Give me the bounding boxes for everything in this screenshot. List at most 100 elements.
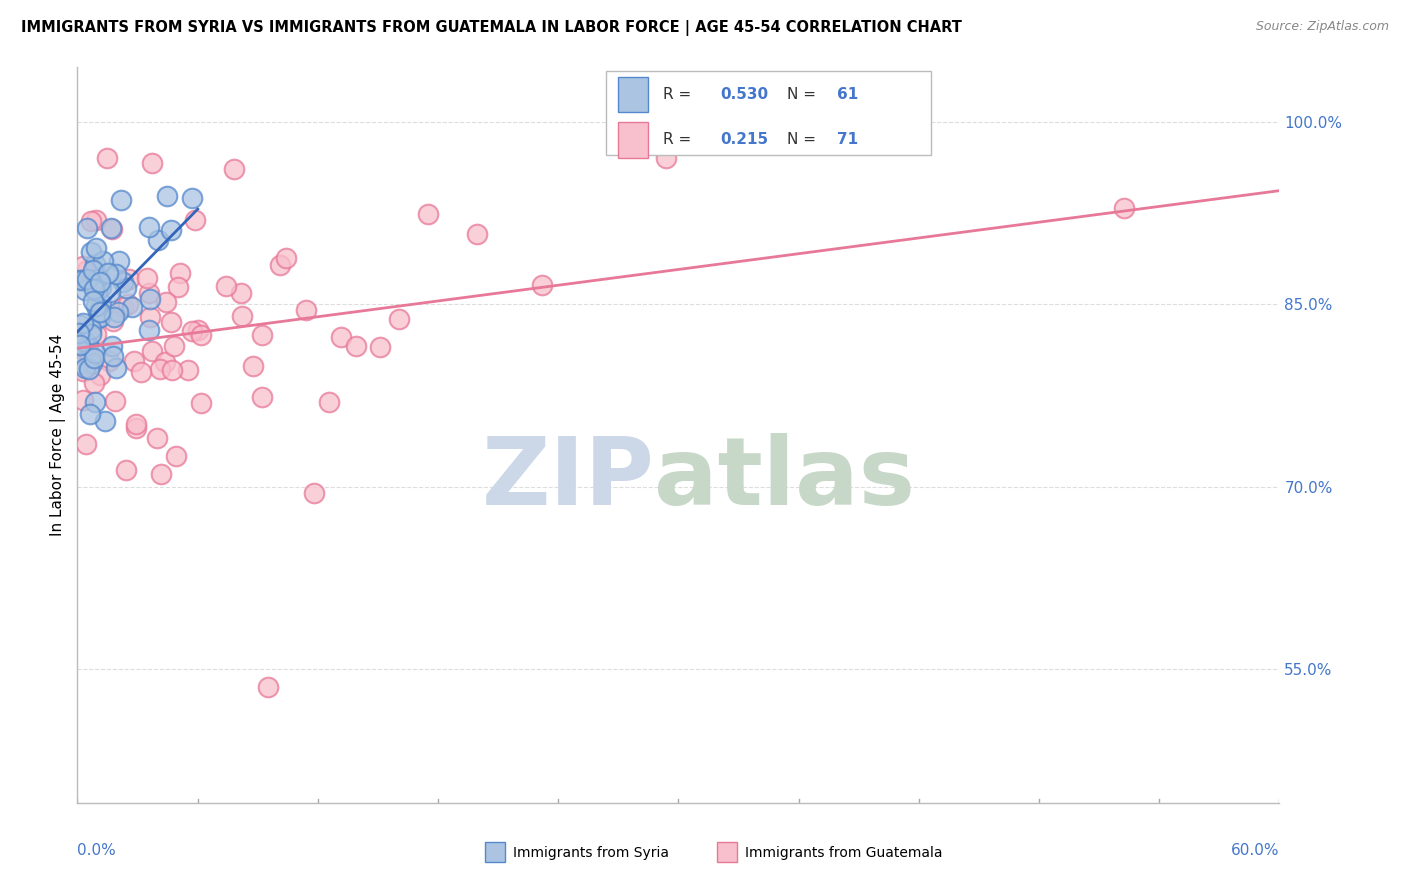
Point (180, 324, 202, 338)
Point (145, 431, 167, 445)
Point (96, 151, 118, 165)
Point (177, 363, 200, 377)
Point (160, 363, 183, 377)
Point (138, 219, 160, 234)
Text: atlas: atlas (654, 433, 915, 525)
Point (101, 221, 124, 235)
Point (89, 304, 111, 318)
Point (67, 355, 90, 369)
Point (97, 266, 120, 280)
Point (86, 212, 108, 227)
Point (110, 193, 132, 207)
Text: N =: N = (786, 133, 821, 147)
Point (76, 221, 98, 235)
Point (115, 463, 138, 477)
Point (79, 408, 101, 422)
Point (86, 272, 108, 286)
Point (73, 334, 96, 348)
Point (269, 258, 291, 272)
Point (87, 305, 110, 319)
Text: 0.0%: 0.0% (77, 843, 117, 858)
Point (72, 259, 94, 273)
Point (190, 328, 212, 343)
Text: Immigrants from Syria: Immigrants from Syria (513, 846, 669, 860)
Point (103, 310, 125, 324)
Text: N =: N = (786, 87, 821, 102)
Point (77, 361, 100, 376)
Point (222, 162, 245, 177)
Point (160, 315, 183, 329)
Point (160, 223, 183, 237)
Point (80, 327, 103, 342)
Point (67, 326, 90, 340)
Point (121, 300, 143, 314)
Point (163, 339, 186, 353)
Point (86, 285, 108, 299)
Point (83, 282, 105, 296)
Point (101, 314, 124, 328)
Point (107, 305, 129, 319)
Point (318, 395, 340, 409)
Point (87, 311, 110, 326)
Point (94, 414, 117, 428)
Point (104, 361, 127, 376)
Point (84, 394, 107, 409)
Point (274, 251, 297, 265)
Text: ZIP: ZIP (481, 433, 654, 525)
Point (72, 317, 94, 331)
Point (80, 322, 103, 336)
Text: Immigrants from Guatemala: Immigrants from Guatemala (745, 846, 942, 860)
Point (229, 286, 252, 301)
Point (100, 339, 122, 353)
Point (76, 272, 98, 286)
FancyBboxPatch shape (606, 70, 931, 155)
Point (166, 280, 188, 294)
Point (100, 220, 122, 235)
Point (90, 305, 112, 319)
Text: IMMIGRANTS FROM SYRIA VS IMMIGRANTS FROM GUATEMALA IN LABOR FORCE | AGE 45-54 CO: IMMIGRANTS FROM SYRIA VS IMMIGRANTS FROM… (21, 20, 962, 36)
Point (117, 297, 139, 311)
Point (388, 311, 411, 326)
Point (131, 365, 153, 379)
Point (257, 680, 280, 694)
Point (250, 390, 273, 404)
Point (242, 359, 264, 373)
Point (418, 207, 440, 221)
Point (252, 327, 274, 342)
Point (80, 245, 103, 260)
Point (84, 299, 107, 313)
Point (89, 310, 111, 324)
Point (89, 275, 111, 289)
Point (214, 278, 236, 293)
Point (108, 253, 131, 268)
Point (655, 151, 678, 165)
FancyBboxPatch shape (619, 77, 648, 112)
Point (156, 188, 179, 202)
Point (138, 323, 160, 337)
Point (83, 351, 105, 366)
Point (90, 296, 112, 310)
Point (141, 156, 163, 170)
Point (90, 280, 112, 294)
Point (122, 353, 145, 368)
Point (330, 329, 353, 343)
Point (72, 364, 94, 378)
Point (73, 343, 96, 357)
Point (69, 337, 91, 351)
Point (104, 267, 127, 281)
Text: 0.530: 0.530 (720, 87, 769, 102)
Point (80, 356, 103, 370)
Point (149, 467, 172, 481)
Point (76, 338, 98, 352)
Point (82, 293, 104, 308)
Point (124, 417, 146, 432)
Point (531, 277, 554, 292)
Point (69, 337, 91, 351)
Point (141, 343, 163, 358)
Point (138, 286, 160, 301)
FancyBboxPatch shape (619, 122, 648, 158)
Point (125, 421, 148, 435)
Point (98, 285, 121, 299)
Point (83, 376, 105, 391)
Point (91, 254, 114, 268)
